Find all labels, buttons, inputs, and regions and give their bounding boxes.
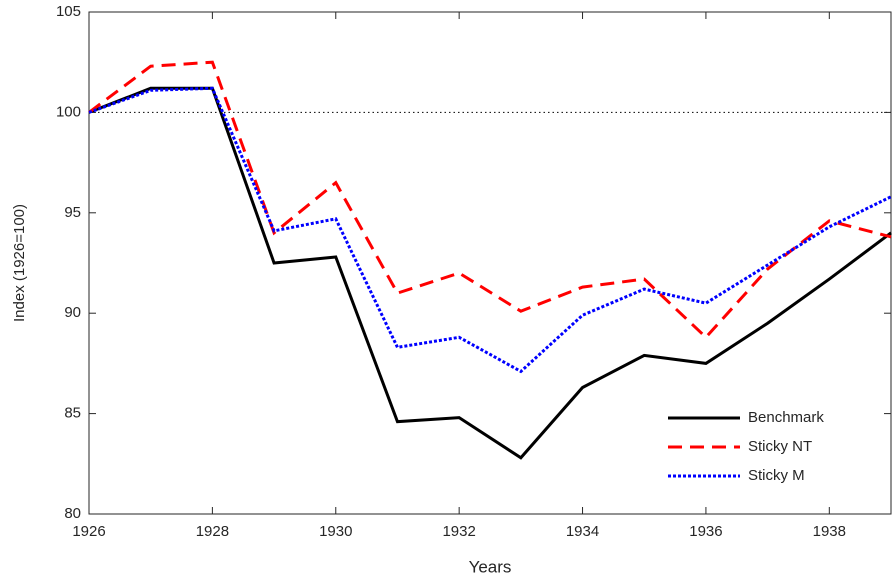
x-tick-label: 1930 — [319, 523, 352, 540]
x-tick-label: 1936 — [689, 523, 722, 540]
data-line — [88, 86, 892, 374]
x-tick-label: 1928 — [196, 523, 229, 540]
legend-label: Sticky M — [748, 467, 805, 484]
x-tick-label: 1926 — [72, 523, 105, 540]
y-tick-label: 90 — [64, 304, 81, 321]
y-tick-label: 100 — [56, 103, 81, 120]
x-tick-label: 1934 — [566, 523, 599, 540]
y-axis-label: Index (1926=100) — [11, 204, 28, 322]
y-tick-label: 105 — [56, 3, 81, 20]
legend-label: Sticky NT — [748, 438, 812, 455]
x-tick-label: 1938 — [813, 523, 846, 540]
axes-box — [88, 11, 892, 515]
legend-label: Benchmark — [748, 409, 824, 426]
data-line — [88, 60, 892, 340]
x-tick-label: 1932 — [442, 523, 475, 540]
data-line — [88, 86, 892, 460]
x-axis-label: Years — [469, 557, 512, 576]
y-tick-label: 95 — [64, 204, 81, 221]
y-tick-label: 85 — [64, 405, 81, 422]
y-tick-label: 80 — [64, 505, 81, 522]
